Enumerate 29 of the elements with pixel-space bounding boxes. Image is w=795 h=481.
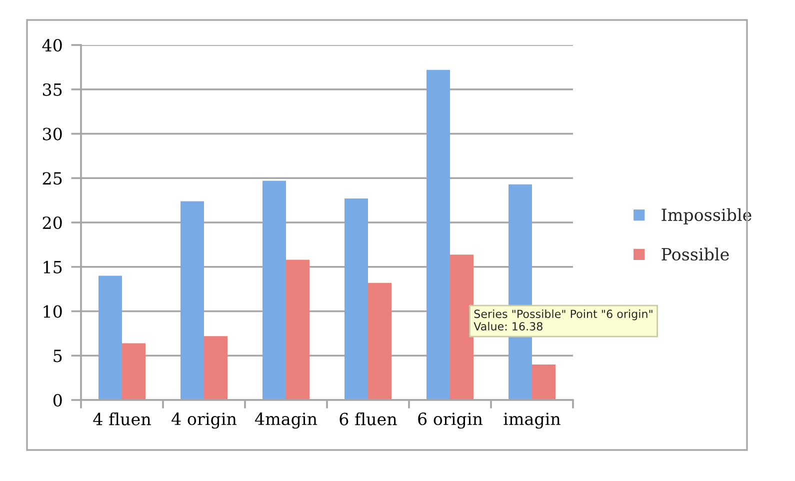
- bar: [204, 336, 228, 400]
- bar: [180, 201, 204, 400]
- x-tick-label: 4magin: [254, 412, 318, 429]
- legend-label: Impossible: [662, 208, 752, 224]
- bar: [532, 364, 556, 400]
- x-tick-label: 4 origin: [172, 412, 237, 429]
- y-tick-label: 5: [54, 350, 62, 362]
- bar: [344, 198, 368, 400]
- y-tick-label: 40: [42, 38, 62, 52]
- bar: [426, 70, 450, 400]
- legend-label: Possible: [662, 248, 729, 261]
- y-tick-label: 10: [44, 305, 62, 318]
- bar: [98, 276, 122, 400]
- bar: [286, 260, 310, 400]
- y-tick-label: 30: [43, 128, 62, 140]
- x-tick-label: imagin: [504, 412, 560, 429]
- bar: [122, 343, 146, 400]
- y-tick-label: 20: [42, 216, 62, 230]
- x-tick-label: 6 origin: [418, 412, 483, 429]
- y-tick-label: 15: [44, 260, 62, 274]
- annotation: Series "Possible" Point "6 origin" Value: 16.38: [474, 309, 652, 331]
- x-tick-label: 6 fluen: [340, 412, 397, 426]
- y-tick-label: 25: [42, 172, 62, 185]
- bar: [262, 180, 286, 400]
- y-tick-label: 0: [53, 394, 62, 407]
- y-tick-label: 35: [43, 83, 62, 96]
- bar: [450, 254, 474, 400]
- bar: [368, 282, 392, 400]
- x-tick-label: 4 fluen: [93, 412, 151, 426]
